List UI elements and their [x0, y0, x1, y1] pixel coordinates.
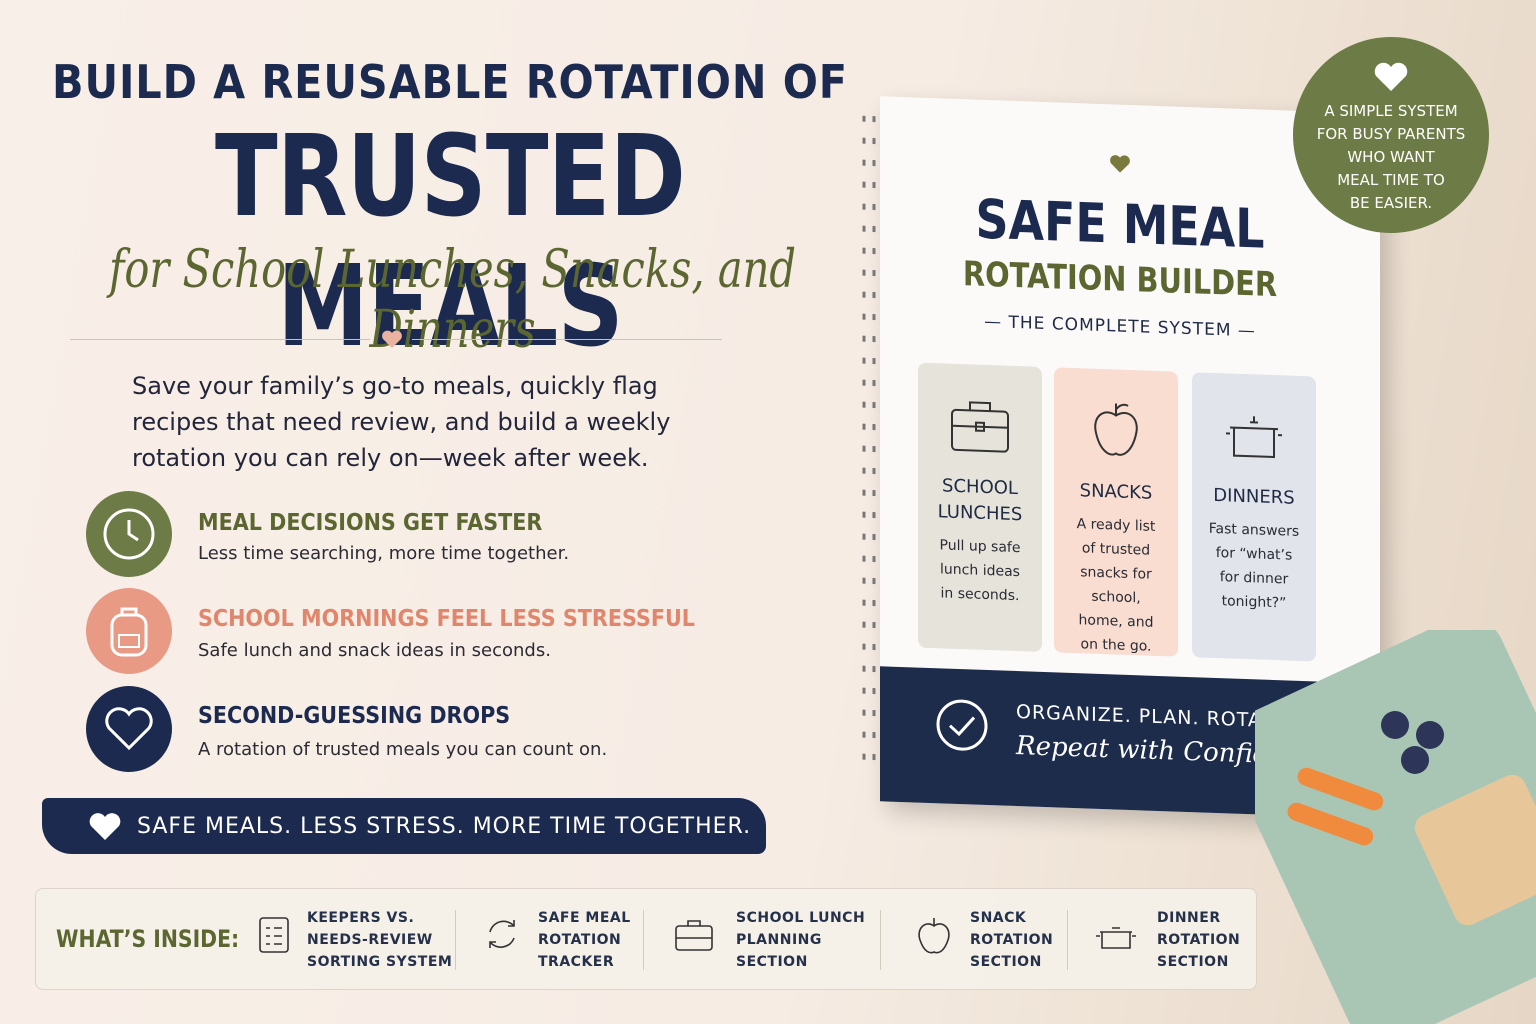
- card-title: DINNERS: [1213, 484, 1295, 509]
- benefit-text: Less time searching, more time together.: [198, 543, 570, 564]
- inside-label: WHAT’S INSIDE:: [56, 925, 240, 953]
- headline-main: TRUSTED MEALS: [215, 112, 686, 372]
- book-footer: ORGANIZE. PLAN. ROTATE. Repeat with Conf…: [880, 666, 1380, 819]
- book-tagline: — THE COMPLETE SYSTEM —: [984, 311, 1256, 342]
- divider: [70, 339, 370, 340]
- inside-item: DINNER ROTATION SECTION: [1157, 907, 1240, 973]
- divider: [412, 339, 722, 340]
- inside-item: SAFE MEAL ROTATION TRACKER: [538, 907, 631, 973]
- banner-text: SAFE MEALS. LESS STRESS. MORE TIME TOGET…: [137, 813, 752, 839]
- benefit-text: Safe lunch and snack ideas in seconds.: [198, 640, 551, 661]
- inside-icon: [1096, 927, 1136, 949]
- heart-icon: [1374, 62, 1408, 91]
- heart-icon: [1110, 155, 1130, 173]
- card-text: A ready list of trusted snacks for schoo…: [1076, 516, 1156, 655]
- headline-top: BUILD A REUSABLE ROTATION OF: [52, 55, 848, 109]
- backpack-icon: [86, 588, 172, 674]
- heart-icon: [89, 813, 121, 840]
- separator: [643, 910, 644, 970]
- inside-item-line: PLANNING: [736, 932, 822, 948]
- card-text: Fast answers for “what’s for dinner toni…: [1208, 520, 1300, 612]
- badge-line: MEAL TIME TO: [1337, 171, 1445, 189]
- benefit-title: SCHOOL MORNINGS FEEL LESS STRESSFUL: [198, 606, 695, 632]
- pot-icon: [1226, 416, 1282, 459]
- inside-item: SCHOOL LUNCH PLANNING SECTION: [736, 907, 865, 973]
- benefit-title: SECOND-GUESSING DROPS: [198, 703, 511, 729]
- heart-icon: [382, 330, 402, 348]
- benefit-text: A rotation of trusted meals you can coun…: [198, 739, 608, 760]
- lunchbox-photo: [1255, 630, 1536, 1024]
- badge-line: BE EASIER.: [1349, 194, 1433, 212]
- headline-script: for School Lunches, Snacks, and Dinners: [108, 240, 797, 360]
- book-card: SCHOOL LUNCHES Pull up safe lunch ideas i…: [918, 362, 1042, 652]
- badge-line: A SIMPLE SYSTEM: [1324, 102, 1458, 120]
- badge-line: FOR BUSY PARENTS: [1316, 125, 1466, 143]
- tagline-text: THE COMPLETE SYSTEM: [1008, 312, 1232, 341]
- inside-item-line: ROTATION: [538, 932, 622, 948]
- check-icon: [936, 699, 988, 751]
- book-title: SAFE MEAL: [975, 187, 1265, 261]
- inside-item: KEEPERS VS. NEEDS-REVIEW SORTING SYSTEM: [307, 907, 452, 973]
- inside-item-line: SECTION: [736, 954, 808, 970]
- clock-icon: [86, 491, 172, 577]
- inside-item-line: DINNER: [1157, 910, 1221, 926]
- card-title: SNACKS: [1079, 480, 1153, 504]
- inside-item: SNACK ROTATION SECTION: [970, 907, 1053, 973]
- badge: A SIMPLE SYSTEM FOR BUSY PARENTS WHO WANT M…: [1293, 37, 1489, 233]
- badge-line: WHO WANT: [1347, 148, 1435, 166]
- book-card: SNACKS A ready list of trusted snacks for…: [1054, 367, 1178, 657]
- benefit-title: MEAL DECISIONS GET FASTER: [198, 510, 543, 536]
- inside-item-line: SCHOOL LUNCH: [736, 910, 866, 926]
- banner: SAFE MEALS. LESS STRESS. MORE TIME TOGET…: [42, 798, 766, 854]
- lunchbox-icon: [951, 401, 1009, 453]
- inside-icon: [675, 920, 713, 951]
- inside-item-line: SNACK: [970, 910, 1027, 926]
- card-text: Pull up safe lunch ideas in seconds.: [939, 537, 1021, 605]
- inside-item-line: KEEPERS VS.: [307, 910, 415, 926]
- separator: [455, 910, 456, 970]
- inside-item-line: TRACKER: [538, 954, 615, 970]
- planner-book: SAFE MEAL ROTATION BUILDER — THE COMPLET…: [862, 96, 1380, 819]
- inside-icon: [489, 920, 515, 948]
- separator: [1067, 910, 1068, 970]
- inside-item-line: SORTING SYSTEM: [307, 954, 453, 970]
- heart-icon: [86, 686, 172, 772]
- separator: [880, 910, 881, 970]
- footer-text: ORGANIZE. PLAN. ROTATE.: [1016, 701, 1294, 733]
- inside-item-line: ROTATION: [1157, 932, 1241, 948]
- inside-panel: WHAT’S INSIDE:: [35, 888, 1257, 990]
- inside-item-line: SECTION: [1157, 954, 1229, 970]
- card-title: SCHOOL LUNCHES: [937, 475, 1023, 526]
- intro-text: Save your family’s go-to meals, quickly …: [132, 372, 671, 472]
- apple-icon: [1094, 403, 1138, 456]
- inside-item-line: SECTION: [970, 954, 1042, 970]
- inside-item-line: ROTATION: [970, 932, 1054, 948]
- book-card: DINNERS Fast answers for “what’s for dinn…: [1192, 372, 1316, 662]
- inside-icon: [918, 918, 950, 954]
- inside-item-line: SAFE MEAL: [538, 910, 631, 926]
- inside-item-line: NEEDS-REVIEW: [307, 932, 433, 948]
- spiral-binding: [862, 115, 876, 777]
- inside-icon: [259, 917, 289, 953]
